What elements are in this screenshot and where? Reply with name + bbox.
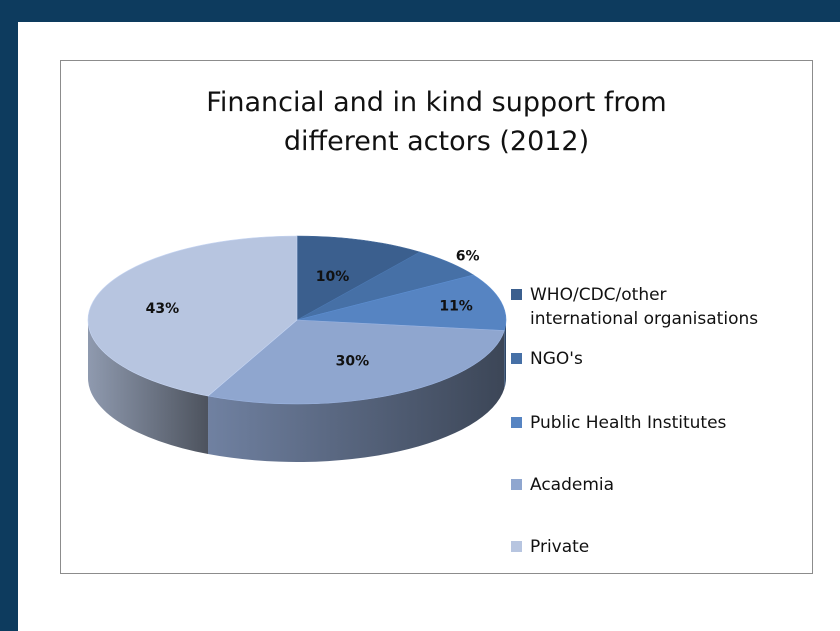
pie-side-academia xyxy=(208,330,505,462)
legend-swatch xyxy=(511,479,522,490)
pie-label-academia: 30% xyxy=(336,353,370,369)
pie-slice-academia xyxy=(207,319,505,405)
pie-slice-who-cdc-other-international-organisations xyxy=(296,235,421,321)
legend-label: Academia xyxy=(530,475,615,495)
pie-side-public-health-institutes xyxy=(504,320,506,389)
pie-top xyxy=(87,235,507,405)
chart-title: Financial and in kind support from diffe… xyxy=(61,83,812,161)
chart-frame: Financial and in kind support from diffe… xyxy=(60,60,813,574)
pie-label-public-health-institutes: 11% xyxy=(439,299,473,315)
legend-swatch xyxy=(511,289,522,300)
legend-label: NGO's xyxy=(530,349,583,369)
chart-title-line-2: different actors (2012) xyxy=(283,126,590,157)
pie-label-private: 43% xyxy=(146,301,180,317)
pie-label-ngo-s: 6% xyxy=(456,249,480,265)
pie-slice-private xyxy=(87,235,298,397)
pie-label-who-cdc-other-international-organisations: 10% xyxy=(316,269,350,285)
legend-label: Private xyxy=(530,537,590,557)
legend-swatch xyxy=(511,353,522,364)
pie-side-private xyxy=(88,320,209,455)
pie-data-labels: 10% 6% 11% 30% 43% xyxy=(146,249,480,370)
slide-background: Financial and in kind support from diffe… xyxy=(18,22,840,631)
pie-chart: 10% 6% 11% 30% 43% xyxy=(87,235,507,462)
legend-label: Public Health Institutes xyxy=(530,413,727,433)
pie-slice-public-health-institutes xyxy=(296,274,507,331)
legend-label: WHO/CDC/other international organisations xyxy=(530,285,759,329)
chart-title-line-1: Financial and in kind support from xyxy=(206,87,667,118)
pie-side-walls xyxy=(88,320,506,462)
legend-swatch xyxy=(511,541,522,552)
legend-swatch xyxy=(511,417,522,428)
